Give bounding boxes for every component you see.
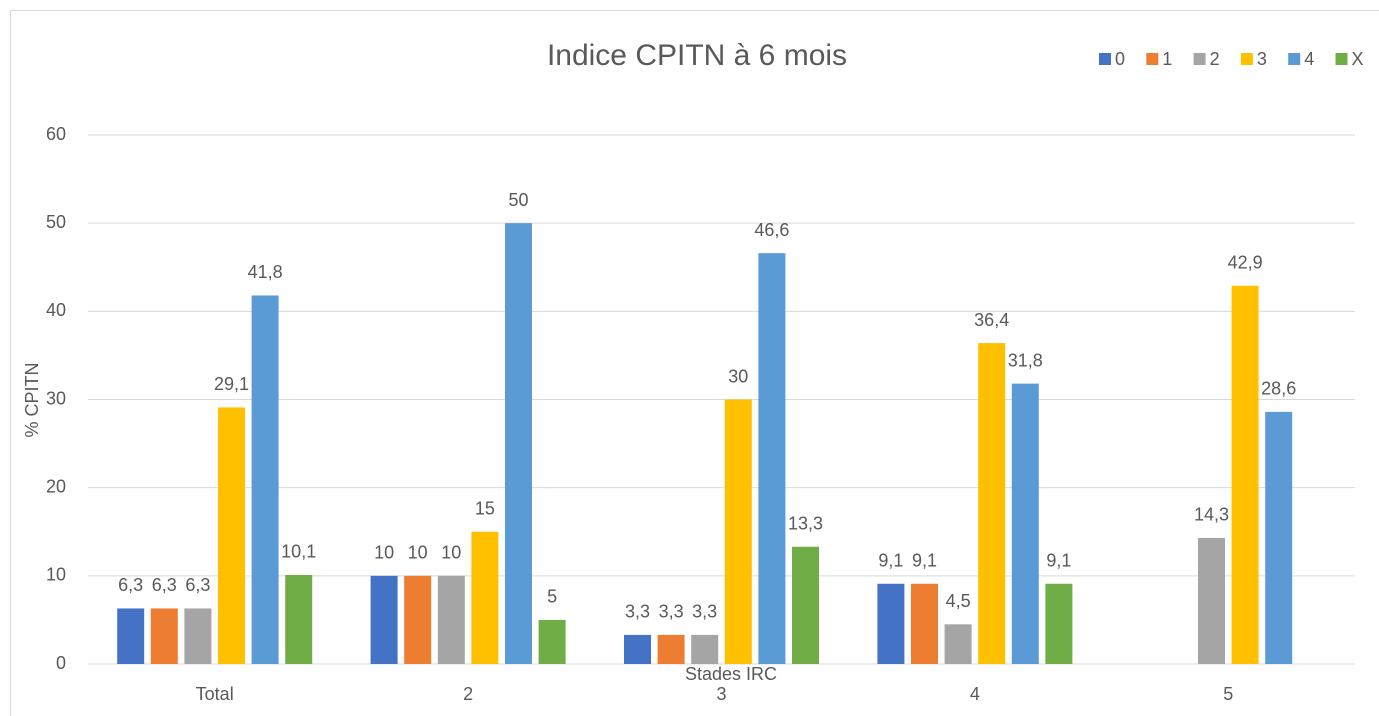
data-label: 14,3 [1194, 505, 1229, 525]
bar [1011, 383, 1039, 664]
data-label: 36,4 [974, 310, 1009, 330]
data-label: 9,1 [878, 551, 903, 571]
legend-label: X [1352, 49, 1364, 69]
data-label: 10,1 [281, 542, 316, 562]
data-label: 4,5 [946, 591, 971, 611]
data-label: 3,3 [659, 602, 684, 622]
bar [792, 546, 819, 664]
data-label: 10 [441, 543, 461, 563]
y-tick-label: 10 [46, 565, 66, 585]
y-tick-label: 0 [56, 653, 66, 673]
legend-swatch [1099, 53, 1111, 65]
data-label: 6,3 [185, 575, 210, 595]
bar [471, 531, 499, 664]
bar [370, 575, 398, 664]
data-label: 6,3 [118, 575, 143, 595]
x-tick-label: Total [196, 684, 234, 704]
bar [404, 575, 432, 664]
legend-label: 3 [1257, 49, 1267, 69]
data-label: 6,3 [152, 575, 177, 595]
bar [251, 295, 279, 664]
bar [538, 619, 566, 664]
bar [1265, 411, 1293, 664]
data-label: 3,3 [625, 602, 650, 622]
bar [150, 608, 178, 664]
y-tick-label: 20 [46, 476, 66, 496]
bar [657, 634, 685, 664]
data-label: 13,3 [788, 513, 823, 533]
y-tick-label: 40 [46, 300, 66, 320]
data-label: 3,3 [692, 602, 717, 622]
bar [437, 575, 465, 664]
legend-label: 2 [1210, 49, 1220, 69]
y-tick-label: 60 [46, 124, 66, 144]
x-tick-label: 2 [463, 684, 473, 704]
bar [724, 399, 752, 664]
data-label: 10 [408, 543, 428, 563]
data-label: 50 [508, 190, 528, 210]
bar [978, 343, 1006, 664]
bar [117, 608, 145, 664]
legend-swatch [1193, 53, 1206, 65]
legend-label: 1 [1162, 49, 1172, 69]
data-label: 31,8 [1008, 350, 1043, 370]
bar [877, 583, 905, 664]
data-label: 9,1 [1046, 551, 1071, 571]
x-tick-label: 3 [716, 684, 726, 704]
y-axis-title: % CPITN [22, 362, 42, 437]
bar [1198, 537, 1225, 664]
bar [1231, 285, 1259, 664]
bar [285, 574, 313, 664]
data-label: 46,6 [754, 220, 789, 240]
bar [624, 634, 651, 664]
legend-swatch [1240, 53, 1253, 65]
bar [691, 634, 719, 664]
chart-title: Indice CPITN à 6 mois [547, 39, 847, 72]
bar [505, 223, 532, 664]
data-label: 30 [728, 366, 748, 386]
data-label: 10 [374, 543, 394, 563]
bar [218, 407, 245, 664]
bar [944, 624, 972, 664]
bar [758, 253, 786, 665]
bar [1045, 583, 1073, 664]
data-label: 41,8 [248, 262, 283, 282]
x-tick-label: 4 [970, 684, 980, 704]
data-label: 42,9 [1228, 253, 1263, 273]
data-label: 28,6 [1261, 379, 1296, 399]
y-tick-label: 30 [46, 388, 66, 408]
data-label: 9,1 [912, 551, 937, 571]
y-tick-label: 50 [46, 212, 66, 232]
x-tick-label: 5 [1223, 684, 1233, 704]
data-label: 5 [547, 587, 557, 607]
bar [184, 608, 212, 664]
legend-label: 4 [1304, 49, 1314, 69]
legend-swatch [1146, 53, 1159, 65]
bar [911, 583, 938, 664]
data-label: 29,1 [214, 374, 249, 394]
data-label: 15 [475, 499, 495, 519]
legend-swatch [1288, 53, 1301, 65]
legend-label: 0 [1115, 49, 1125, 69]
x-axis-title: Stades IRC [685, 664, 777, 684]
legend-swatch [1335, 53, 1348, 65]
